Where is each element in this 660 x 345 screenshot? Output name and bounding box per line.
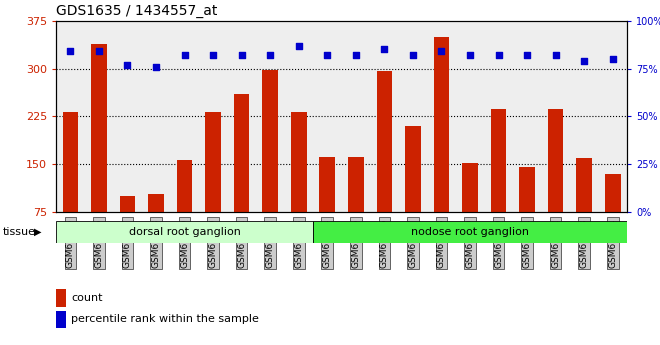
Bar: [462, 163, 478, 212]
Point: [208, 52, 218, 58]
Point: [322, 52, 333, 58]
Point: [65, 49, 76, 54]
Bar: [148, 194, 164, 212]
Bar: [405, 126, 421, 212]
Point: [379, 47, 389, 52]
Text: tissue: tissue: [3, 227, 36, 237]
Bar: [605, 174, 620, 212]
Bar: [56, 221, 313, 243]
Point: [265, 52, 275, 58]
Bar: [91, 44, 107, 212]
Bar: [319, 157, 335, 212]
Bar: [490, 109, 506, 212]
Point: [150, 64, 161, 69]
Point: [94, 49, 104, 54]
Bar: [56, 289, 66, 306]
Text: percentile rank within the sample: percentile rank within the sample: [71, 314, 259, 324]
Point: [493, 52, 504, 58]
Bar: [56, 310, 66, 328]
Bar: [519, 167, 535, 212]
Point: [294, 43, 304, 48]
Bar: [348, 157, 364, 212]
Point: [180, 52, 190, 58]
Bar: [376, 71, 392, 212]
Text: nodose root ganglion: nodose root ganglion: [411, 227, 529, 237]
Text: ▶: ▶: [34, 227, 42, 237]
Bar: [291, 112, 307, 212]
Bar: [63, 112, 79, 212]
Text: GDS1635 / 1434557_at: GDS1635 / 1434557_at: [56, 4, 218, 18]
Text: dorsal root ganglion: dorsal root ganglion: [129, 227, 240, 237]
Bar: [177, 160, 193, 212]
Bar: [313, 221, 627, 243]
Bar: [119, 196, 135, 212]
Point: [465, 52, 475, 58]
Point: [436, 49, 447, 54]
Point: [607, 56, 618, 62]
Point: [122, 62, 133, 68]
Bar: [548, 109, 564, 212]
Point: [236, 52, 247, 58]
Point: [408, 52, 418, 58]
Text: count: count: [71, 293, 103, 303]
Point: [579, 58, 589, 64]
Bar: [234, 94, 249, 212]
Bar: [576, 158, 592, 212]
Bar: [434, 37, 449, 212]
Point: [350, 52, 361, 58]
Bar: [262, 70, 278, 212]
Bar: [205, 112, 221, 212]
Point: [550, 52, 561, 58]
Point: [522, 52, 533, 58]
